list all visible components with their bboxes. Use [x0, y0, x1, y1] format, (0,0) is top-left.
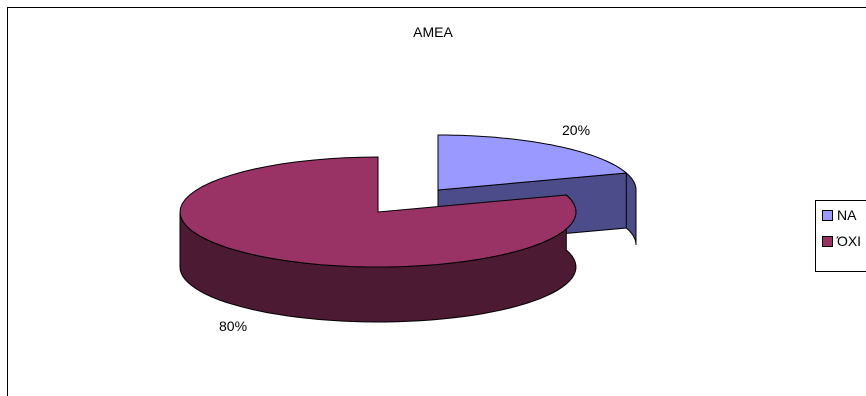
legend-label-yes: ΝΑ — [837, 207, 857, 223]
legend-label-no: ΌΧΙ — [837, 233, 862, 249]
chart-legend: ΝΑ ΌΧΙ — [815, 200, 866, 272]
chart-title: AMEA — [413, 24, 453, 40]
pie-slice-no — [179, 156, 577, 323]
data-label-no: 80% — [219, 318, 248, 334]
legend-swatch-no — [822, 235, 833, 247]
legend-item-yes: ΝΑ — [822, 207, 856, 223]
legend-swatch-yes — [822, 209, 833, 221]
pie-slice-no-top — [179, 156, 577, 268]
chart-area — [7, 7, 866, 396]
legend-item-no: ΌΧΙ — [822, 233, 861, 249]
pie-slice-yes-top — [437, 134, 628, 191]
data-label-yes: 20% — [562, 122, 591, 138]
